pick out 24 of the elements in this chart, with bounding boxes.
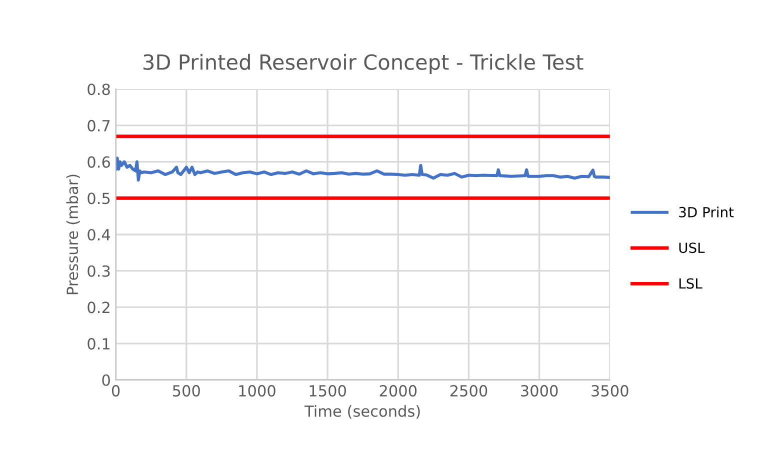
y-tick-label: 0.7 — [88, 120, 110, 132]
x-axis-title: Time (seconds) — [304, 405, 420, 419]
x-tick-label: 3500 — [592, 385, 628, 397]
x-tick-label: 2500 — [450, 385, 488, 397]
legend-label: LSL — [679, 278, 702, 289]
x-tick-label: 1000 — [239, 385, 276, 397]
y-axis-title: Pressure (mbar) — [66, 174, 80, 294]
chart-title: 3D Printed Reservoir Concept - Trickle Test — [144, 54, 584, 74]
y-tick-label: 0.6 — [88, 156, 110, 168]
y-tick-label: 0.2 — [88, 302, 110, 314]
x-tick-label: 1500 — [310, 385, 346, 397]
y-tick-label: 0 — [102, 374, 110, 386]
x-tick-label: 3000 — [521, 385, 558, 397]
y-tick-label: 0.3 — [88, 265, 110, 277]
x-tick-label: 500 — [172, 385, 200, 397]
x-tick-label: 0 — [112, 385, 120, 397]
y-tick-label: 0.4 — [88, 228, 110, 241]
line-series — [116, 156, 610, 182]
legend-label: 3D Print — [679, 206, 734, 218]
y-tick-label: 0.8 — [88, 84, 110, 96]
legend-label: USL — [679, 242, 705, 254]
y-tick-label: 0.5 — [88, 192, 110, 204]
y-tick-label: 0.1 — [88, 338, 110, 350]
x-tick-label: 2000 — [380, 385, 417, 397]
